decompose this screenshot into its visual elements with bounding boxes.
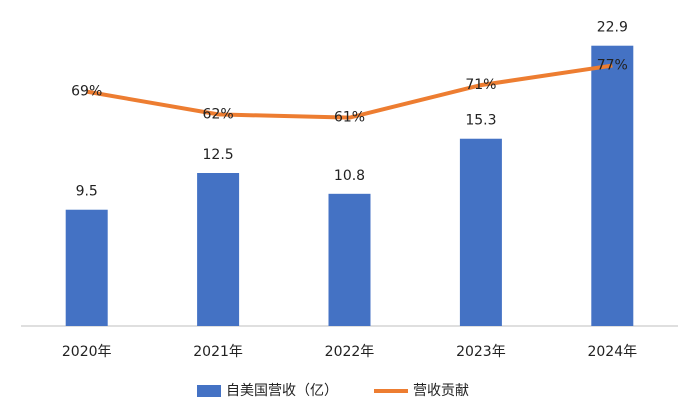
bar <box>65 209 108 326</box>
legend-label: 自美国营收（亿） <box>226 383 338 399</box>
line-value-label: 61% <box>334 110 365 126</box>
bar-value-label: 12.5 <box>203 147 234 163</box>
x-tick-label: 2023年 <box>456 344 506 360</box>
bar-value-label: 15.3 <box>465 113 496 129</box>
legend-swatch <box>197 385 221 397</box>
line-value-label: 71% <box>465 77 496 93</box>
legend-label: 营收贡献 <box>413 383 469 399</box>
line <box>86 63 613 120</box>
line-value-label: 77% <box>597 58 628 74</box>
bar-value-label: 9.5 <box>76 184 98 200</box>
bar-value-label: 10.8 <box>334 168 365 184</box>
x-tick-label: 2020年 <box>62 344 112 360</box>
x-tick-label: 2021年 <box>193 344 243 360</box>
bar <box>328 193 371 326</box>
line-value-label: 62% <box>203 106 234 122</box>
bar-value-label: 22.9 <box>597 20 628 36</box>
bar <box>197 173 240 326</box>
bar <box>591 45 634 326</box>
line-value-label: 69% <box>71 84 102 100</box>
x-tick-label: 2024年 <box>587 344 637 360</box>
x-tick-label: 2022年 <box>325 344 375 360</box>
bar <box>459 138 502 326</box>
